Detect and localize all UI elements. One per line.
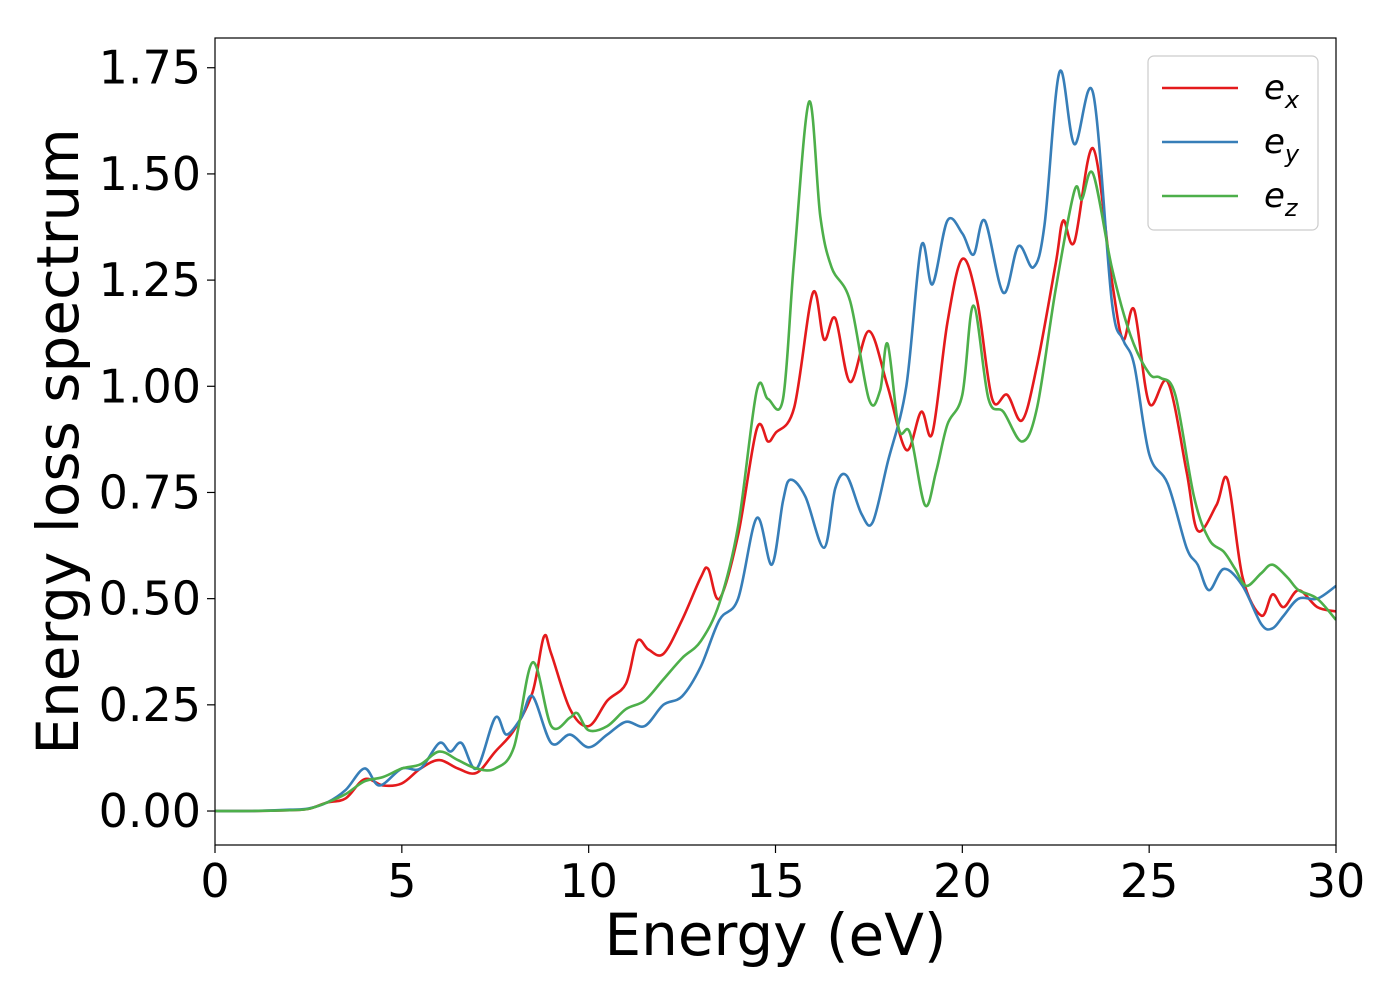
x-tick-label: 0 — [200, 854, 229, 908]
series-line-ey — [215, 69, 1336, 813]
series-lines — [215, 69, 1336, 813]
y-axis-label: Energy loss spectrum — [24, 128, 92, 754]
x-tick-label: 15 — [746, 854, 805, 908]
x-tick-label: 10 — [559, 854, 618, 908]
y-tick-label: 1.50 — [99, 147, 201, 201]
y-tick-label: 0.75 — [99, 465, 201, 519]
x-axis-ticks: 0 5 10 15 20 25 30 — [200, 845, 1365, 908]
legend: ex ey ez — [1147, 55, 1319, 231]
x-tick-label: 30 — [1307, 854, 1366, 908]
y-tick-label: 0.00 — [99, 784, 201, 838]
x-tick-label: 20 — [933, 854, 992, 908]
legend-label-ez: ez — [1264, 176, 1299, 222]
x-tick-label: 25 — [1120, 854, 1179, 908]
y-tick-label: 0.50 — [99, 572, 201, 626]
y-axis-ticks: 0.00 0.25 0.50 0.75 1.00 1.25 1.50 1.75 — [99, 41, 215, 838]
y-tick-label: 0.25 — [99, 678, 201, 732]
series-line-ez — [215, 100, 1336, 813]
x-axis-label: Energy (eV) — [604, 901, 946, 969]
legend-label-ey: ey — [1264, 122, 1300, 168]
y-tick-label: 1.25 — [99, 253, 201, 307]
y-tick-label: 1.00 — [99, 359, 201, 413]
y-tick-label: 1.75 — [99, 41, 201, 95]
legend-label-ex: ex — [1264, 68, 1300, 114]
x-tick-label: 5 — [387, 854, 416, 908]
series-line-ex — [215, 147, 1336, 813]
